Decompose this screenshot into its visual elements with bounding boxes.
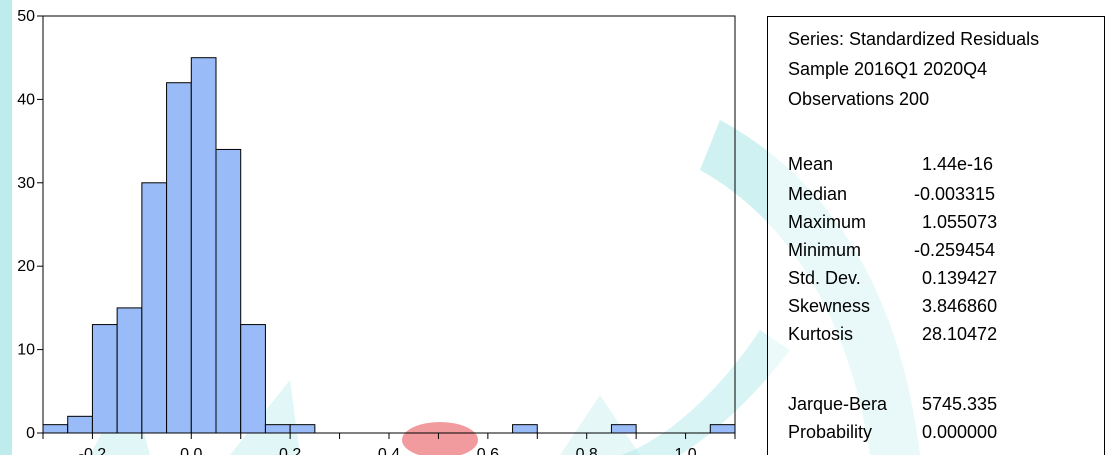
histogram-bar bbox=[709, 424, 736, 434]
series-name: Series: Standardized Residuals bbox=[788, 29, 1040, 49]
y-tick-label: 50 bbox=[17, 8, 35, 25]
stat-row-kurtosis: Kurtosis 28.10472 bbox=[788, 323, 1088, 345]
y-tick-label: 20 bbox=[17, 258, 35, 275]
histogram-bar bbox=[512, 424, 538, 434]
stat-row-minimum: Minimum -0.259454 bbox=[788, 239, 1088, 261]
y-tick-label: 30 bbox=[17, 175, 35, 192]
observations-count: Observations 200 bbox=[788, 89, 930, 109]
y-tick-label: 10 bbox=[17, 342, 35, 359]
x-tick-label: 1.0 bbox=[674, 446, 696, 455]
stat-value: 1.44e-16 bbox=[922, 154, 994, 174]
stat-row-skewness: Skewness 3.846860 bbox=[788, 295, 1088, 317]
histogram-bar bbox=[67, 415, 93, 434]
stat-label: Mean bbox=[788, 154, 834, 174]
histogram-bar bbox=[289, 424, 316, 434]
stat-label: Minimum bbox=[788, 240, 862, 260]
stat-value: 3.846860 bbox=[922, 296, 998, 316]
stat-value: -0.003315 bbox=[914, 184, 996, 204]
histogram-bar bbox=[215, 148, 242, 434]
red-watermark-shape bbox=[402, 422, 478, 455]
stat-value: 0.139427 bbox=[922, 268, 998, 288]
histogram-bar bbox=[91, 324, 118, 434]
statistics-panel: Series: Standardized Residuals Sample 20… bbox=[767, 16, 1105, 455]
x-tick-label: 0.6 bbox=[477, 446, 499, 455]
y-tick-label: 0 bbox=[26, 425, 35, 442]
histogram-bar bbox=[240, 324, 266, 434]
stat-row-std-dev: Std. Dev. 0.139427 bbox=[788, 267, 1088, 289]
histogram-bar bbox=[610, 424, 637, 434]
stat-value: 5745.335 bbox=[922, 394, 998, 414]
histogram-bar bbox=[116, 307, 143, 434]
stat-label: Std. Dev. bbox=[788, 268, 861, 288]
histogram-bar bbox=[264, 424, 291, 434]
left-teal-strip bbox=[0, 0, 12, 455]
stat-value: 0.000000 bbox=[922, 422, 998, 442]
histogram-bars bbox=[42, 57, 736, 434]
stat-label: Median bbox=[788, 184, 848, 204]
histogram-bar bbox=[42, 424, 69, 434]
stat-value: 28.10472 bbox=[922, 324, 998, 344]
x-tick-label: 0.8 bbox=[576, 446, 598, 455]
stat-row-probability: Probability 0.000000 bbox=[788, 421, 1088, 443]
stat-row-jarque-bera: Jarque-Bera 5745.335 bbox=[788, 393, 1088, 415]
stat-value: 1.055073 bbox=[922, 212, 998, 232]
x-tick-label: 0.2 bbox=[279, 446, 301, 455]
x-tick-label: 0.0 bbox=[180, 446, 202, 455]
stat-label: Kurtosis bbox=[788, 324, 854, 344]
y-axis: 0 10 20 30 40 50 bbox=[17, 8, 43, 442]
stat-value: -0.259454 bbox=[914, 240, 996, 260]
stat-row-maximum: Maximum 1.055073 bbox=[788, 211, 1088, 233]
stat-label: Maximum bbox=[788, 212, 867, 232]
stat-row-median: Median -0.003315 bbox=[788, 183, 1088, 205]
histogram-bar bbox=[166, 82, 192, 434]
histogram-bar bbox=[190, 57, 217, 434]
stat-label: Probability bbox=[788, 422, 873, 442]
stat-label: Jarque-Bera bbox=[788, 394, 888, 414]
teal-watermark-shape bbox=[560, 395, 640, 455]
sample-range: Sample 2016Q1 2020Q4 bbox=[788, 59, 988, 79]
histogram-bar bbox=[141, 182, 168, 434]
x-tick-label: 0.4 bbox=[378, 446, 400, 455]
x-tick-label: -0.2 bbox=[79, 446, 107, 455]
stat-row-mean: Mean 1.44e-16 bbox=[788, 153, 1088, 175]
stat-label: Skewness bbox=[788, 296, 871, 316]
teal-swoosh-shape-2 bbox=[620, 330, 790, 455]
x-axis: -0.2 0.0 0.2 0.4 0.6 0.8 1.0 bbox=[42, 433, 736, 455]
y-tick-label: 40 bbox=[17, 91, 35, 108]
